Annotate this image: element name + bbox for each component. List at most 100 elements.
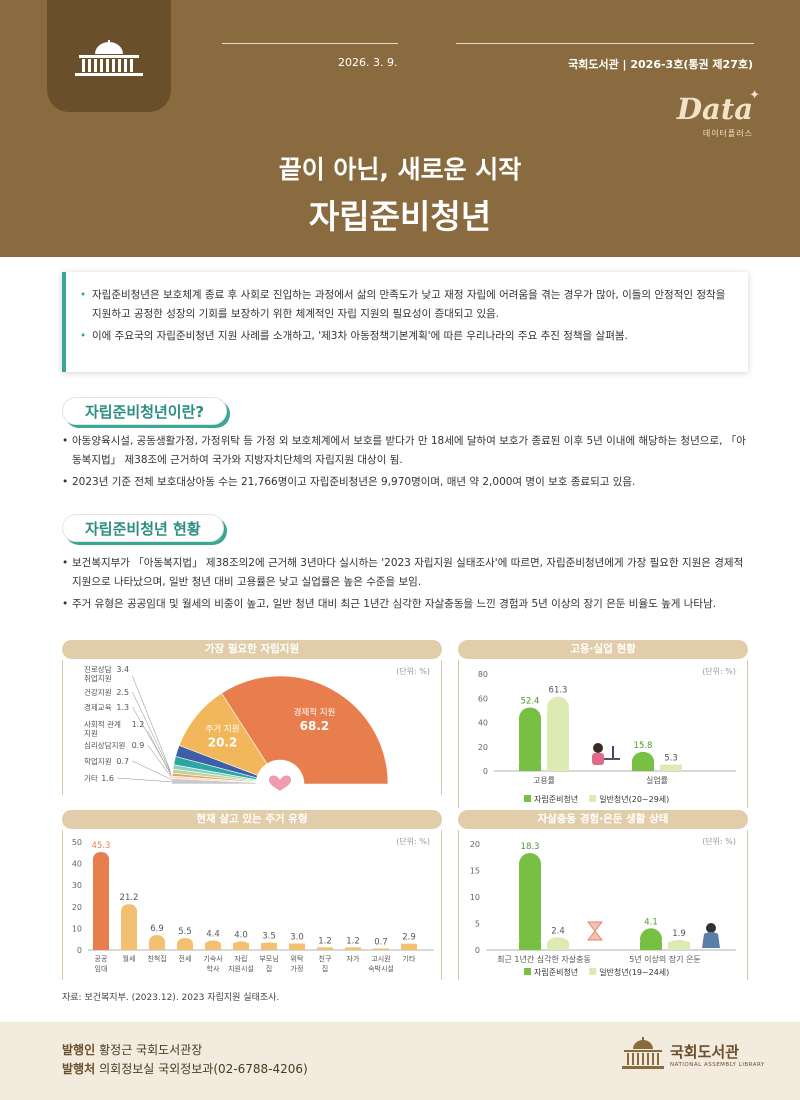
unit-label: (단위: %) <box>702 666 736 676</box>
bar-base <box>261 943 277 950</box>
pie-slice-label: 경제적 지원 <box>294 707 336 718</box>
legend-swatch <box>589 795 597 802</box>
legend-swatch <box>524 795 531 802</box>
leader-line <box>147 730 172 777</box>
y-tick-label: 50 <box>72 838 82 847</box>
office-name: 의회정보실 국외정보과(02-6788-4206) <box>99 1062 308 1076</box>
legend-label: 자립준비청년 <box>534 967 578 977</box>
bar-value-label: 52.4 <box>521 696 540 706</box>
small-slice-value: 0.9 <box>132 741 145 750</box>
y-tick-label: 20 <box>478 743 488 752</box>
section-title-status: 자립준비청년 현황 <box>62 514 224 542</box>
bar <box>547 696 569 771</box>
suicide-seclusion-bar-chart: (단위: %) 0 5 10 15 20 18.3 4.1 2.4 1.9 최근 1년간 심각한 자… <box>470 836 736 977</box>
small-slice-label: 지원 <box>84 729 98 738</box>
small-slice-value: 3.4 <box>116 665 129 674</box>
bar-base <box>547 942 569 950</box>
bar-base <box>121 943 137 950</box>
bar-value-label: 3.0 <box>290 933 304 943</box>
x-tick-label: 가정 <box>291 964 304 973</box>
library-logo-icon <box>622 1037 664 1069</box>
assembly-building-icon <box>75 40 143 76</box>
chart-panel <box>62 660 442 795</box>
x-tick-label: 월세 <box>123 954 136 963</box>
bar-base <box>317 947 333 950</box>
bar-value-label: 21.2 <box>120 893 139 903</box>
legend-label: 일반청년(19~24세) <box>599 967 669 977</box>
leader-line <box>132 691 171 773</box>
bar-base <box>660 764 682 771</box>
desk-icon <box>604 758 620 760</box>
header-banner: 2026. 3. 9. 국회도서관 | 2026-3호(통권 제27호) Dat… <box>0 0 800 257</box>
person-head-icon <box>706 923 716 933</box>
bar-base <box>632 763 654 771</box>
chart-panel <box>458 830 748 980</box>
section-title-definition: 자립준비청년이란? <box>62 397 228 425</box>
bar-value-label: 1.2 <box>346 936 360 946</box>
sparkle-icon: ✦ <box>749 88 760 103</box>
leader-line <box>132 760 173 781</box>
x-tick-label: 친구 <box>319 954 332 963</box>
small-slice-value: 1.6 <box>101 774 114 783</box>
pie-slice-label: 주거 지원 <box>206 724 240 734</box>
heart-icon <box>269 775 291 791</box>
y-tick-label: 0 <box>483 767 488 776</box>
issue-date: 2026. 3. 9. <box>338 56 398 69</box>
x-tick-label: 자가 <box>347 954 360 963</box>
bar <box>93 852 109 950</box>
bar-value-label: 4.0 <box>234 930 248 940</box>
bar-base <box>149 943 165 950</box>
page-title-line1: 끝이 아닌, 새로운 시작 <box>278 155 522 184</box>
status-bullet: 주거 유형은 공공임대 및 월세의 비중이 높고, 일반 청년 대비 최근 1년… <box>62 595 748 614</box>
summary-item: 자립준비청년은 보호체계 종료 후 사회로 진입하는 과정에서 삶의 만족도가 … <box>80 286 736 324</box>
bar-value-label: 2.9 <box>402 933 416 943</box>
unit-label: (단위: %) <box>396 836 430 846</box>
bar-value-label: 61.3 <box>549 686 568 696</box>
x-tick-label: 실업률 <box>646 775 668 785</box>
bar-base <box>177 943 193 950</box>
x-tick-label: 부모님 <box>259 954 278 963</box>
housing-bar-chart: (단위: %) 0 10 20 30 40 50 45.3 공공임대 21.2 월세 6.9 친척집 5.… <box>72 836 434 973</box>
x-tick-label: 숙박시설 <box>368 964 394 973</box>
bar-base <box>205 943 221 950</box>
x-tick-label: 지원시설 <box>228 964 254 973</box>
chart-title-housing: 현재 살고 있는 주거 유형 <box>62 810 442 829</box>
legend-label: 자립준비청년 <box>534 794 578 804</box>
x-tick-label: 최근 1년간 심각한 자살충동 <box>497 954 591 964</box>
chart-title-employment: 고용·실업 현황 <box>458 640 748 659</box>
bar-value-label: 1.9 <box>672 929 686 939</box>
bar-value-label: 2.4 <box>551 926 565 936</box>
bar-value-label: 18.3 <box>521 842 540 852</box>
bar-value-label: 4.1 <box>644 917 658 927</box>
bar <box>519 707 541 771</box>
bar <box>519 853 541 950</box>
bar-value-label: 4.4 <box>206 929 220 939</box>
publisher-label: 발행인 <box>62 1043 96 1057</box>
person-head-icon <box>593 743 603 753</box>
y-tick-label: 30 <box>72 881 82 890</box>
summary-box: 자립준비청년은 보호체계 종료 후 사회로 진입하는 과정에서 삶의 만족도가 … <box>62 272 748 372</box>
y-tick-label: 20 <box>470 840 480 849</box>
status-bullet: 보건복지부가 「아동복지법」 제38조의2에 근거해 3년마다 실시하는 '20… <box>62 554 748 592</box>
bar-base <box>668 942 690 950</box>
x-tick-label: 전세 <box>179 954 192 963</box>
small-slice-value: 1.2 <box>132 720 145 729</box>
footer-publisher: 발행인 황정근 국회도서관장 <box>62 1041 202 1058</box>
x-tick-label: 집 <box>322 964 328 973</box>
small-slice-label: 경제교육 <box>84 702 112 712</box>
y-tick-label: 40 <box>478 719 488 728</box>
chart-title-suicide: 자살충동 경험·은둔 생활 상태 <box>458 810 748 829</box>
y-tick-label: 40 <box>72 860 82 869</box>
legend-swatch <box>524 968 531 975</box>
brand-subtitle: 데이터플러스 <box>702 129 753 138</box>
leader-line <box>117 777 174 783</box>
x-tick-label: 자립 <box>235 954 248 963</box>
small-slice-label: 건강지원 <box>84 687 112 697</box>
y-tick-label: 0 <box>77 946 82 955</box>
chart-panel <box>62 830 442 980</box>
source-note: 자료: 보건복지부. (2023.12). 2023 자립지원 실태조사. <box>62 993 280 1003</box>
brand-logo-text: Data <box>676 92 753 126</box>
bar-base <box>519 942 541 950</box>
y-tick-label: 10 <box>470 893 480 902</box>
